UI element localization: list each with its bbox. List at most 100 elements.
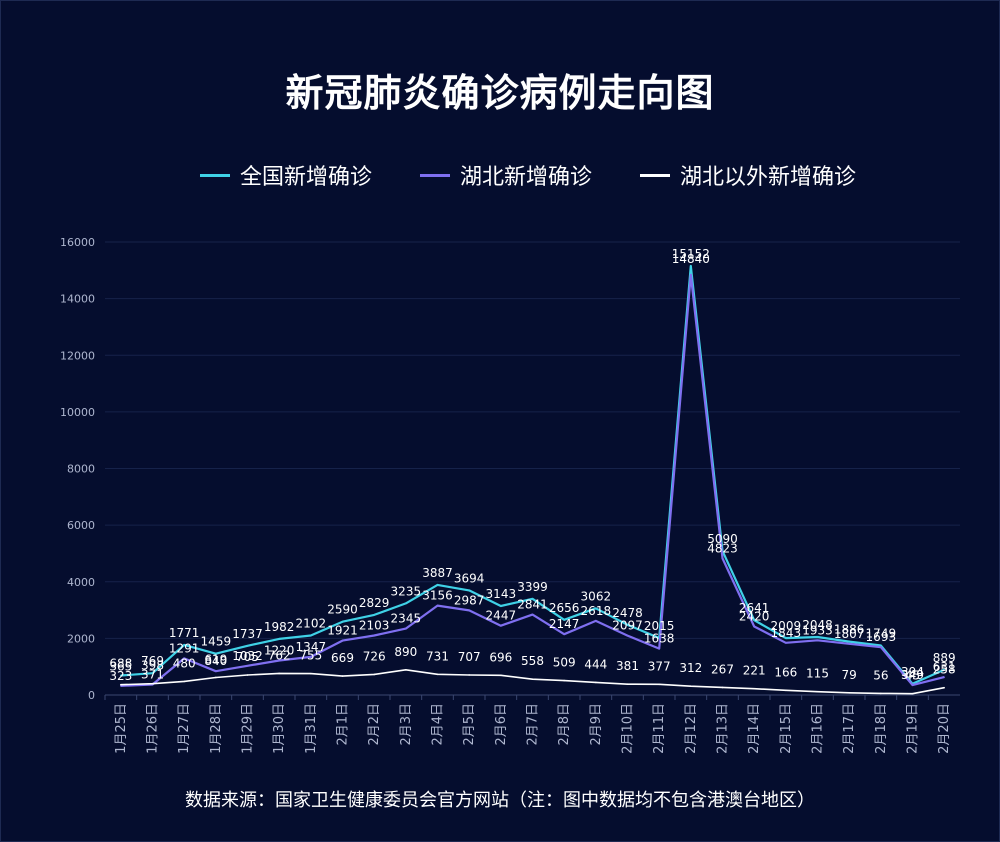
data-label: 1347 xyxy=(296,640,327,654)
data-point xyxy=(246,674,249,676)
data-point xyxy=(246,645,249,647)
data-label: 267 xyxy=(711,662,734,676)
data-point xyxy=(373,634,375,637)
x-tick-label: 2月6日 xyxy=(494,703,509,746)
data-point xyxy=(278,672,280,675)
data-point xyxy=(500,624,502,627)
legend-label: 湖北以外新增确诊 xyxy=(680,165,857,190)
data-label: 2102 xyxy=(296,616,327,630)
data-label: 726 xyxy=(363,649,386,663)
data-label: 3062 xyxy=(581,589,612,603)
data-point xyxy=(880,644,882,647)
data-label: 1459 xyxy=(201,635,232,649)
data-label: 45 xyxy=(905,669,920,683)
data-label: 1638 xyxy=(644,632,675,646)
data-point xyxy=(436,673,439,676)
data-point xyxy=(658,683,660,686)
data-label: 2987 xyxy=(454,593,485,607)
data-label: 1807 xyxy=(834,627,865,641)
data-point xyxy=(690,685,692,687)
data-point xyxy=(943,676,945,678)
data-label: 3235 xyxy=(391,584,422,598)
data-point xyxy=(341,620,344,623)
x-tick-label: 2月16日 xyxy=(811,703,826,754)
x-tick-label: 2月7日 xyxy=(526,703,541,746)
data-label: 365 xyxy=(109,660,132,674)
y-tick-label: 14000 xyxy=(60,293,95,306)
data-point xyxy=(468,589,470,592)
data-point xyxy=(500,605,502,607)
data-point xyxy=(531,678,534,681)
data-point xyxy=(721,686,724,689)
x-tick-label: 2月14日 xyxy=(747,703,762,754)
data-label: 2641 xyxy=(739,601,770,615)
data-label: 480 xyxy=(173,656,196,670)
data-point xyxy=(848,640,850,643)
data-point xyxy=(753,619,755,622)
data-point xyxy=(595,607,597,610)
data-point xyxy=(246,664,249,667)
data-label: 3399 xyxy=(517,580,548,594)
data-point xyxy=(468,609,470,612)
data-label: 1693 xyxy=(866,630,897,644)
data-label: 2097 xyxy=(612,619,643,633)
data-point xyxy=(468,674,470,676)
data-point xyxy=(943,686,945,689)
data-label: 619 xyxy=(204,652,227,666)
x-tick-label: 2月15日 xyxy=(779,703,794,754)
y-tick-label: 10000 xyxy=(60,406,95,419)
y-tick-label: 0 xyxy=(88,689,95,702)
data-point xyxy=(816,690,819,693)
data-label: 1843 xyxy=(771,626,802,640)
data-label: 1771 xyxy=(169,626,200,640)
data-label: 1291 xyxy=(169,641,200,655)
data-point xyxy=(500,674,502,677)
data-point xyxy=(880,646,882,648)
data-label: 631 xyxy=(933,660,956,674)
data-label: 115 xyxy=(806,667,829,681)
data-label: 371 xyxy=(141,667,164,681)
data-point xyxy=(626,634,629,637)
data-point xyxy=(563,633,565,636)
data-point xyxy=(373,673,375,676)
data-point xyxy=(690,274,692,276)
data-label: 56 xyxy=(873,668,888,682)
data-point xyxy=(215,652,217,655)
legend-item: 湖北新增确诊 xyxy=(420,158,592,192)
data-point xyxy=(373,614,375,616)
data-label: 323 xyxy=(109,669,132,683)
legend-item: 湖北以外新增确诊 xyxy=(640,158,856,192)
y-tick-label: 6000 xyxy=(67,519,95,532)
legend-swatch xyxy=(420,173,450,177)
data-point xyxy=(626,683,629,686)
data-label: 15152 xyxy=(672,247,710,261)
x-tick-label: 2月19日 xyxy=(906,703,921,754)
data-label: 669 xyxy=(331,651,354,665)
data-label: 2590 xyxy=(327,603,358,617)
y-tick-label: 16000 xyxy=(60,236,95,249)
x-tick-label: 2月8日 xyxy=(557,703,572,746)
x-tick-label: 2月20日 xyxy=(937,703,952,754)
data-label: 3887 xyxy=(422,566,453,580)
data-point xyxy=(436,604,439,607)
data-label: 2478 xyxy=(612,606,643,620)
data-label: 166 xyxy=(774,665,797,679)
legend-swatch xyxy=(200,173,230,177)
x-tick-label: 2月2日 xyxy=(367,703,382,746)
x-tick-label: 2月3日 xyxy=(399,703,414,746)
x-tick-label: 1月28日 xyxy=(209,703,224,754)
data-label: 509 xyxy=(553,656,576,670)
data-label: 840 xyxy=(204,654,227,668)
data-point xyxy=(911,684,914,686)
data-label: 381 xyxy=(616,659,639,673)
data-label: 4823 xyxy=(707,541,738,555)
data-label: 2009 xyxy=(771,619,802,633)
data-label: 2015 xyxy=(644,619,675,633)
x-tick-label: 1月26日 xyxy=(146,703,161,754)
data-label: 2447 xyxy=(486,609,517,623)
data-label: 14840 xyxy=(672,252,710,266)
data-label: 2841 xyxy=(517,598,548,612)
data-point xyxy=(341,639,344,642)
legend-label: 全国新增确诊 xyxy=(240,165,373,190)
